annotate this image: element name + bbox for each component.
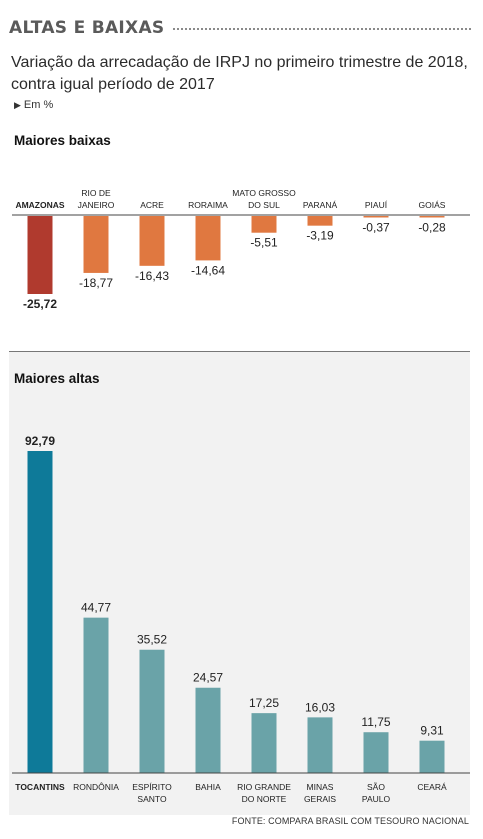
bar [419, 216, 445, 218]
bar [139, 216, 165, 266]
chart-lows: AMAZONAS RIO DE JANEIRO ACRE RORAIMA MATO GRO… [12, 188, 470, 311]
category-label: AMAZONAS [15, 200, 64, 210]
bar [195, 687, 221, 773]
data-label: -25,72 [23, 297, 57, 311]
bar [27, 451, 53, 773]
bar [307, 216, 333, 226]
bar [139, 649, 165, 773]
category-label: PARANÁ [303, 200, 338, 210]
section-title-lows: Maiores baixas [14, 133, 111, 148]
bar [307, 717, 333, 773]
bar [251, 216, 277, 233]
category-label: RORAIMA [188, 200, 228, 210]
bar [83, 617, 109, 773]
header-dotted-rule [9, 28, 471, 30]
category-label: RIO DE [81, 188, 111, 198]
page-title: ALTAS E BAIXAS [9, 18, 173, 38]
category-label: CEARÁ [417, 782, 447, 792]
category-label: SANTO [137, 794, 167, 804]
category-label: RIO GRANDE [237, 782, 291, 792]
data-label: -0,28 [418, 221, 446, 235]
category-label: MATO GROSSO [232, 188, 296, 198]
category-label: TOCANTINS [15, 782, 65, 792]
chart-highs: 92,79 44,77 35,52 24,57 17,25 16,03 11,75 9,31 T… [12, 434, 470, 804]
category-label: PIAUÍ [365, 200, 388, 210]
category-label: ESPÍRITO [132, 782, 172, 792]
bar [83, 216, 109, 273]
category-label: GERAIS [304, 794, 336, 804]
data-label: -16,43 [135, 269, 169, 283]
category-label: DO NORTE [242, 794, 287, 804]
bar [251, 713, 277, 773]
data-label: 9,31 [420, 724, 444, 738]
category-label: PAULO [362, 794, 391, 804]
bar [363, 216, 389, 218]
bar [363, 732, 389, 773]
header: ALTAS E BAIXAS [9, 6, 471, 40]
data-label: 24,57 [193, 671, 223, 685]
data-label: -3,19 [306, 229, 334, 243]
category-label: MINAS [307, 782, 334, 792]
data-label: 11,75 [361, 715, 390, 729]
data-label: 44,77 [81, 601, 111, 615]
section-title-highs: Maiores altas [14, 371, 100, 386]
category-label: JANEIRO [78, 200, 115, 210]
category-label: RONDÔNIA [73, 782, 119, 792]
bar [27, 216, 53, 294]
data-label: 16,03 [305, 700, 335, 714]
data-label: -18,77 [79, 276, 113, 290]
unit-text: Em % [23, 99, 54, 111]
unit-label: ▶ Em % [14, 99, 53, 111]
data-label: 92,79 [25, 434, 55, 448]
data-label: 17,25 [249, 696, 279, 710]
category-label: GOIÁS [419, 200, 446, 210]
data-label: -0,37 [362, 221, 390, 235]
source-note: FONTE: COMPARA BRASIL COM TESOURO NACION… [231, 816, 469, 826]
bar [195, 216, 221, 261]
chart-subtitle: Variação da arrecadação de IRPJ no prime… [11, 54, 468, 93]
category-label: SÃO [367, 782, 385, 792]
data-label: 35,52 [137, 633, 167, 647]
category-label: DO SUL [248, 200, 280, 210]
data-label: -14,64 [191, 263, 225, 277]
category-label: BAHIA [195, 782, 221, 792]
bar [419, 740, 445, 773]
data-label: -5,51 [250, 236, 278, 250]
triangle-right-icon: ▶ [14, 100, 21, 110]
category-label: ACRE [140, 200, 164, 210]
